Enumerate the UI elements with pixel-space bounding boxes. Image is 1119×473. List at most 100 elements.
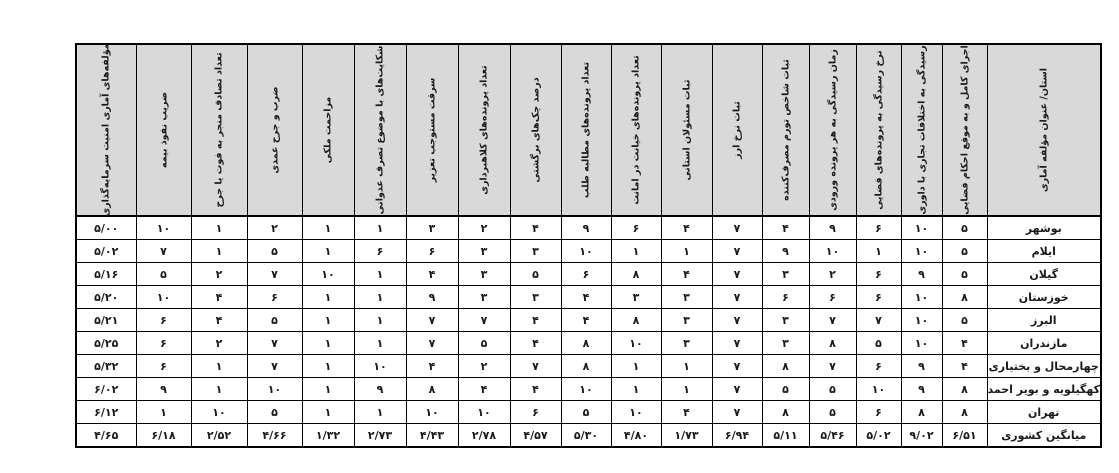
value-cell: ۳ [660,308,713,332]
value-cell: ۷ [405,308,459,332]
value-cell: ۹ [761,239,810,263]
value-cell: ۱ [301,215,355,240]
value-cell: ۷ [246,354,303,378]
value-cell: ۷ [711,262,763,286]
value-cell: ۸ [941,400,988,424]
value-cell: ۱۰ [135,215,192,240]
column-header-label: رسیدگی به اختلافات تجاری با داوری [916,45,927,215]
value-cell: ۶ [855,215,902,240]
value-cell: ۴ [660,400,713,424]
value-cell: ۱ [190,377,248,401]
value-cell: ۶ [761,285,810,309]
value-cell: ۱۰ [900,285,943,309]
column-header-label: ثبات مسئولان استانی [681,79,692,181]
column-header: ثبات شاخص تورم مصرف‌کننده [761,43,810,217]
value-cell: ۶ [135,354,192,378]
value-cell: ۳ [457,285,511,309]
value-cell: ۴ [405,354,459,378]
value-cell: ۱ [610,239,662,263]
value-cell: ۴/۶۶ [246,423,303,448]
value-cell: ۶ [405,239,459,263]
value-cell: ۳ [509,285,562,309]
value-cell: ۳ [761,331,810,355]
value-cell: ۴/۸۰ [610,423,662,448]
column-header-label: نرخ رسیدگی به پرونده‌های قضایی [873,50,884,210]
table-row: تهران ۸ ۸ ۶ ۵ ۸ ۷ ۴ ۱۰ ۵ ۶ ۱۰ ۱۰ ۱ ۱ ۵ ۱۰ ۱ ۶/۱۲ [75,400,1102,424]
province-label: البرز [986,308,1102,332]
column-header-label: تعداد پرونده‌های مطالبه طلب [580,61,592,199]
column-header: مزاحمت ملکی [301,43,355,217]
value-cell: ۱/۳۲ [301,423,355,448]
value-cell: ۱ [353,400,407,424]
value-cell: ۱۰ [457,400,511,424]
value-cell: ۱ [610,354,662,378]
column-header: نرخ رسیدگی به پرونده‌های قضایی [855,43,902,217]
value-cell: ۶ [855,354,902,378]
column-header-label: تعداد پرونده‌های کلاهبرداری [478,65,490,195]
value-cell: ۳ [509,239,562,263]
value-cell: ۵/۲۵ [75,331,137,355]
value-cell: ۱۰ [353,354,407,378]
value-cell: ۵ [560,400,612,424]
province-label: گیلان [986,262,1102,286]
column-header-label: شکایت‌های با موضوع تصرف عدوانی [374,45,386,215]
table-row: چهارمحال و بختیاری ۴ ۹ ۶ ۷ ۸ ۷ ۱ ۱ ۸ ۷ ۲ ۴ ۱۰ ۱ ۷ ۱ ۶ ۵/۳۲ [75,354,1102,378]
value-cell: ۱ [353,285,407,309]
value-cell: ۱۰ [301,262,355,286]
value-cell: ۳ [660,331,713,355]
value-cell: ۸ [405,377,459,401]
value-cell: ۵ [509,262,562,286]
column-header: تعداد پرونده‌های مطالبه طلب [560,43,612,217]
value-cell: ۵ [941,262,988,286]
value-cell: ۷ [509,354,562,378]
column-header: درصد چک‌های برگشتی [509,43,562,217]
value-cell: ۹ [353,377,407,401]
statistics-table: استان/ عنوان مؤلفه آماری اجرای کامل و به… [75,43,1102,448]
table-row: گیلان ۵ ۹ ۶ ۲ ۳ ۷ ۴ ۸ ۶ ۵ ۳ ۴ ۱ ۱۰ ۷ ۲ ۵ ۵/۱۶ [75,262,1102,286]
value-cell: ۷ [711,377,763,401]
value-cell: ۱۰ [855,377,902,401]
value-cell: ۴ [941,331,988,355]
value-cell: ۱ [135,400,192,424]
column-header-label: مؤلفه‌های آماری امنیت سرمایه‌گذاری [100,43,112,217]
value-cell: ۲/۷۸ [457,423,511,448]
value-cell: ۲ [190,262,248,286]
value-cell: ۶ [353,239,407,263]
value-cell: ۲/۷۳ [353,423,407,448]
value-cell: ۱/۷۳ [660,423,713,448]
value-cell: ۱ [353,215,407,240]
value-cell: ۱ [190,215,248,240]
value-cell: ۱۰ [900,215,943,240]
value-cell: ۳ [610,285,662,309]
province-label: تهران [986,400,1102,424]
value-cell: ۱۰ [135,285,192,309]
column-header-label: ضرب و جرح عمدی [269,86,280,174]
value-cell: ۵/۳۲ [75,354,137,378]
province-label: چهارمحال و بختیاری [986,354,1102,378]
column-header: زمان رسیدگی به هر پرونده ورودی [808,43,857,217]
value-cell: ۸ [900,400,943,424]
value-cell: ۶ [855,285,902,309]
province-label: بوشهر [986,215,1102,240]
value-cell: ۱ [301,331,355,355]
value-cell: ۷ [246,262,303,286]
value-cell: ۴ [457,377,511,401]
value-cell: ۴ [509,215,562,240]
value-cell: ۶ [135,308,192,332]
value-cell: ۱ [610,377,662,401]
value-cell: ۵ [246,239,303,263]
value-cell: ۵/۲۰ [75,285,137,309]
value-cell: ۷ [808,308,857,332]
value-cell: ۴/۴۳ [405,423,459,448]
value-cell: ۱ [301,377,355,401]
value-cell: ۴ [509,331,562,355]
column-header-label: درصد چک‌های برگشتی [530,77,541,183]
value-cell: ۸ [610,262,662,286]
province-label: کهگیلویه و بویر احمد [986,377,1102,401]
value-cell: ۸ [808,331,857,355]
value-cell: ۶/۵۱ [941,423,988,448]
table-body: بوشهر ۵ ۱۰ ۶ ۹ ۴ ۷ ۴ ۶ ۹ ۴ ۲ ۳ ۱ ۱ ۲ ۱ ۱۰ ۵/۰۰ ایلام ۵ ۱۰ ۱ ۱۰ ۹… [75,215,1102,448]
column-header: مؤلفه‌های آماری امنیت سرمایه‌گذاری [75,43,137,217]
value-cell: ۱ [190,354,248,378]
